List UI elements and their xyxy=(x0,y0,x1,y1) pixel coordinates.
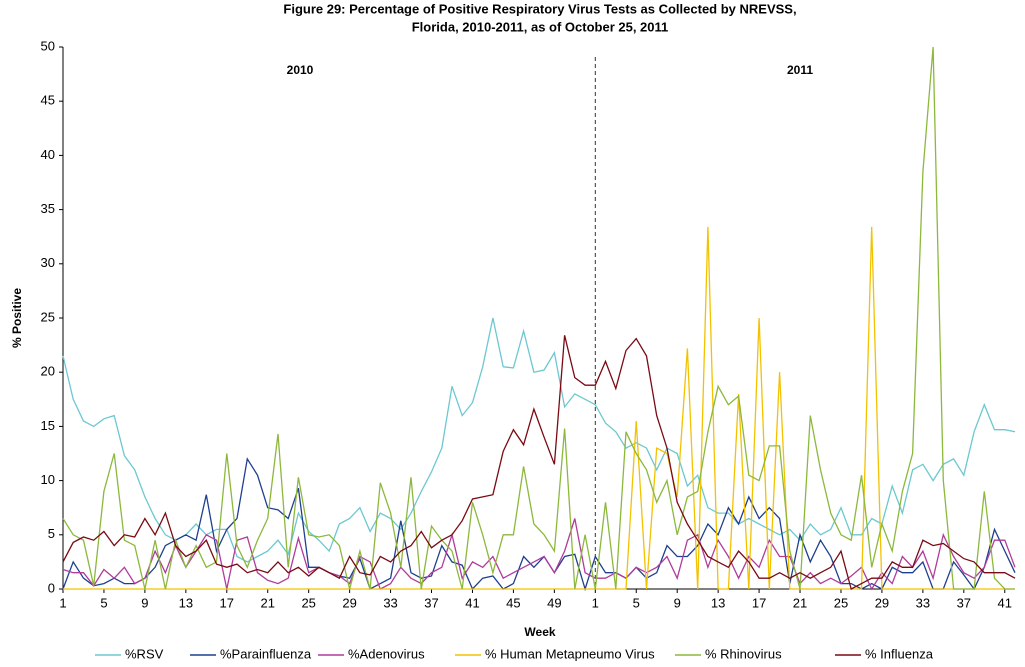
series-line xyxy=(62,46,1015,590)
legend-label: %Adenovirus xyxy=(348,646,425,661)
series-line xyxy=(62,518,1016,591)
annotation: 2011 xyxy=(787,63,813,77)
x-tick-label: 29 xyxy=(342,595,356,610)
x-tick-label: 25 xyxy=(301,595,315,610)
x-tick-label: 9 xyxy=(674,595,681,610)
y-tick-label: 0 xyxy=(48,580,55,595)
x-axis-title: Week xyxy=(524,625,555,639)
legend-label: %Parainfluenza xyxy=(220,646,312,661)
x-tick-label: 25 xyxy=(834,595,848,610)
y-tick-label: 30 xyxy=(41,255,55,270)
x-tick-label: 13 xyxy=(179,595,193,610)
x-tick-label: 49 xyxy=(547,595,561,610)
chart-title: Figure 29: Percentage of Positive Respir… xyxy=(283,1,796,16)
legend-label: % Rhinovirus xyxy=(705,646,782,661)
x-tick-label: 33 xyxy=(916,595,930,610)
y-tick-label: 15 xyxy=(41,418,55,433)
x-tick-label: 29 xyxy=(875,595,889,610)
y-tick-label: 40 xyxy=(41,147,55,162)
chart-subtitle: Florida, 2010-2011, as of October 25, 20… xyxy=(412,19,669,34)
x-tick-label: 33 xyxy=(383,595,397,610)
x-tick-label: 45 xyxy=(506,595,520,610)
x-tick-label: 37 xyxy=(957,595,971,610)
legend-label: % Influenza xyxy=(865,646,934,661)
x-tick-label: 37 xyxy=(424,595,438,610)
series-line xyxy=(62,335,1016,590)
y-tick-label: 50 xyxy=(41,38,55,53)
x-tick-label: 21 xyxy=(793,595,807,610)
x-tick-label: 41 xyxy=(998,595,1012,610)
x-tick-label: 1 xyxy=(592,595,599,610)
y-tick-label: 20 xyxy=(41,364,55,379)
x-tick-label: 21 xyxy=(260,595,274,610)
y-tick-label: 45 xyxy=(41,93,55,108)
x-tick-label: 9 xyxy=(141,595,148,610)
legend-label: % Human Metapneumo Virus xyxy=(485,646,655,661)
annotation: 2010 xyxy=(287,63,314,77)
x-tick-label: 41 xyxy=(465,595,479,610)
series-line xyxy=(63,226,1015,590)
series-line xyxy=(62,317,1016,563)
y-tick-label: 25 xyxy=(41,309,55,324)
x-tick-label: 5 xyxy=(633,595,640,610)
y-tick-label: 5 xyxy=(48,526,55,541)
x-tick-label: 1 xyxy=(59,595,66,610)
x-tick-label: 5 xyxy=(100,595,107,610)
series-line xyxy=(62,457,1016,592)
y-tick-label: 35 xyxy=(41,201,55,216)
x-tick-label: 17 xyxy=(220,595,234,610)
x-tick-label: 17 xyxy=(752,595,766,610)
y-tick-label: 10 xyxy=(41,472,55,487)
x-tick-label: 13 xyxy=(711,595,725,610)
legend-label: %RSV xyxy=(125,646,164,661)
y-axis-title: % Positive xyxy=(10,288,24,348)
